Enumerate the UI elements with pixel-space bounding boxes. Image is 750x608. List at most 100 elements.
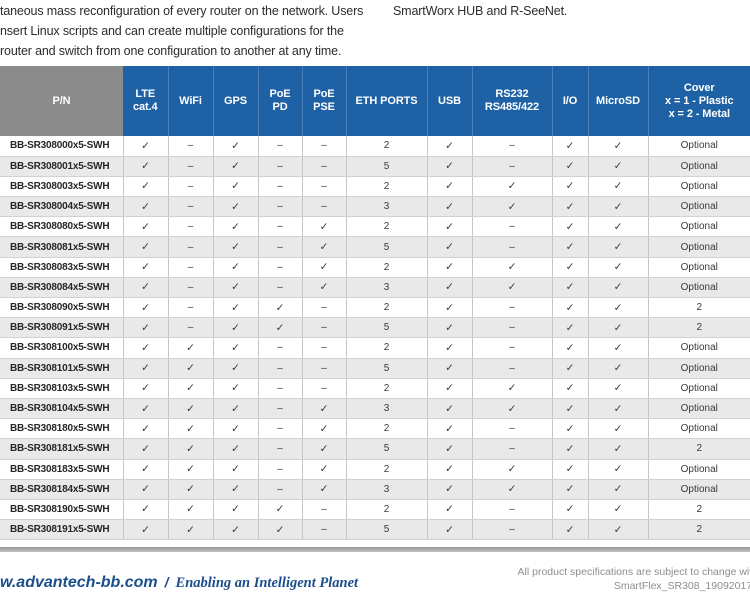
intro-line: nsert Linux scripts and can create multi…	[0, 24, 344, 38]
check-mark: ✓	[471, 196, 552, 218]
dash-mark: –	[471, 216, 552, 238]
intro-paragraph-right: SmartWorx HUB and R-SeeNet.	[393, 1, 567, 21]
check-mark: ✓	[471, 398, 552, 420]
check-mark: ✓	[551, 459, 588, 480]
check-mark: ✓	[167, 459, 213, 480]
check-mark: ✓	[426, 216, 472, 238]
check-mark: ✓	[122, 499, 168, 521]
value-cell: 2	[647, 317, 750, 339]
value-cell: 2	[647, 519, 750, 541]
check-mark: ✓	[301, 418, 346, 440]
col-header-io: I/O	[551, 66, 588, 136]
dash-mark: –	[471, 438, 552, 460]
value-cell: Optional	[647, 479, 750, 500]
table-row: BB-SR308103x5-SWH ✓ ✓ ✓ – –2 ✓ ✓ ✓ ✓ Optional	[0, 378, 750, 399]
check-mark: ✓	[587, 317, 648, 339]
dash-mark: –	[301, 176, 346, 198]
check-mark: ✓	[122, 358, 168, 379]
value-cell: 2	[345, 297, 427, 319]
part-number-cell: BB-SR308084x5-SWH	[0, 277, 123, 299]
check-mark: ✓	[122, 236, 168, 258]
value-cell: 2	[647, 438, 750, 460]
dash-mark: –	[167, 196, 213, 218]
dash-mark: –	[471, 358, 552, 379]
part-number-cell: BB-SR308183x5-SWH	[0, 459, 123, 480]
dash-mark: –	[471, 297, 552, 319]
footer-brand: w.advantech-bb.com / Enabling an Intellige…	[0, 574, 358, 592]
check-mark: ✓	[426, 277, 472, 299]
col-header-poe-pse: PoE PSE	[301, 66, 346, 136]
dash-mark: –	[471, 236, 552, 258]
value-cell: Optional	[647, 418, 750, 440]
check-mark: ✓	[212, 459, 258, 480]
dash-mark: –	[167, 257, 213, 278]
part-number-cell: BB-SR308004x5-SWH	[0, 196, 123, 218]
check-mark: ✓	[587, 378, 648, 399]
value-cell: 3	[345, 398, 427, 420]
check-mark: ✓	[167, 378, 213, 399]
part-number-cell: BB-SR308100x5-SWH	[0, 337, 123, 359]
dash-mark: –	[257, 156, 302, 177]
value-cell: 2	[647, 499, 750, 521]
check-mark: ✓	[551, 479, 588, 500]
check-mark: ✓	[122, 398, 168, 420]
check-mark: ✓	[587, 358, 648, 379]
part-number-cell: BB-SR308180x5-SWH	[0, 418, 123, 440]
dash-mark: –	[167, 236, 213, 258]
check-mark: ✓	[471, 479, 552, 500]
dash-mark: –	[257, 398, 302, 420]
check-mark: ✓	[122, 479, 168, 500]
check-mark: ✓	[551, 358, 588, 379]
check-mark: ✓	[426, 236, 472, 258]
dash-mark: –	[167, 176, 213, 198]
website-link[interactable]: w.advantech-bb.com	[0, 574, 158, 591]
table-row: BB-SR308183x5-SWH ✓ ✓ ✓ – ✓ 2 ✓ ✓ ✓ ✓ Optional	[0, 459, 750, 480]
value-cell: Optional	[647, 236, 750, 258]
check-mark: ✓	[167, 398, 213, 420]
check-mark: ✓	[551, 297, 588, 319]
part-number-cell: BB-SR308081x5-SWH	[0, 236, 123, 258]
intro-paragraph-left: taneous mass reconfiguration of every ro…	[0, 1, 363, 61]
col-header-gps: GPS	[212, 66, 258, 136]
value-cell: 3	[345, 196, 427, 218]
value-cell: 2	[345, 459, 427, 480]
check-mark: ✓	[587, 216, 648, 238]
check-mark: ✓	[167, 479, 213, 500]
check-mark: ✓	[122, 378, 168, 399]
check-mark: ✓	[587, 236, 648, 258]
check-mark: ✓	[471, 277, 552, 299]
value-cell: 5	[345, 236, 427, 258]
value-cell: 2	[345, 337, 427, 359]
value-cell: 2	[345, 499, 427, 521]
value-cell: 2	[345, 378, 427, 399]
check-mark: ✓	[212, 317, 258, 339]
document-revision-code: SmartFlex_SR308_19092017d	[613, 579, 750, 592]
check-mark: ✓	[426, 156, 472, 177]
check-mark: ✓	[122, 519, 168, 541]
table-row: BB-SR308081x5-SWH ✓ – ✓ – ✓ 5 ✓ – ✓ ✓ Optional	[0, 236, 750, 258]
check-mark: ✓	[551, 418, 588, 440]
check-mark: ✓	[426, 479, 472, 500]
dash-mark: –	[167, 297, 213, 319]
dash-mark: –	[257, 136, 302, 157]
check-mark: ✓	[122, 156, 168, 177]
product-spec-table: P/N LTE cat.4 WiFi GPS PoE PD PoE PSE ET…	[0, 66, 750, 541]
check-mark: ✓	[122, 196, 168, 218]
check-mark: ✓	[257, 297, 302, 319]
dash-mark: –	[257, 196, 302, 218]
check-mark: ✓	[426, 519, 472, 541]
check-mark: ✓	[587, 176, 648, 198]
check-mark: ✓	[122, 176, 168, 198]
check-mark: ✓	[587, 297, 648, 319]
part-number-cell: BB-SR308080x5-SWH	[0, 216, 123, 238]
check-mark: ✓	[257, 519, 302, 541]
check-mark: ✓	[167, 438, 213, 460]
check-mark: ✓	[301, 277, 346, 299]
check-mark: ✓	[426, 358, 472, 379]
check-mark: ✓	[122, 136, 168, 157]
col-header-rs232-rs485: RS232 RS485/422	[471, 66, 552, 136]
footer-fine-print: All product specifications are subject t…	[518, 566, 750, 593]
check-mark: ✓	[426, 257, 472, 278]
check-mark: ✓	[212, 337, 258, 359]
check-mark: ✓	[587, 438, 648, 460]
